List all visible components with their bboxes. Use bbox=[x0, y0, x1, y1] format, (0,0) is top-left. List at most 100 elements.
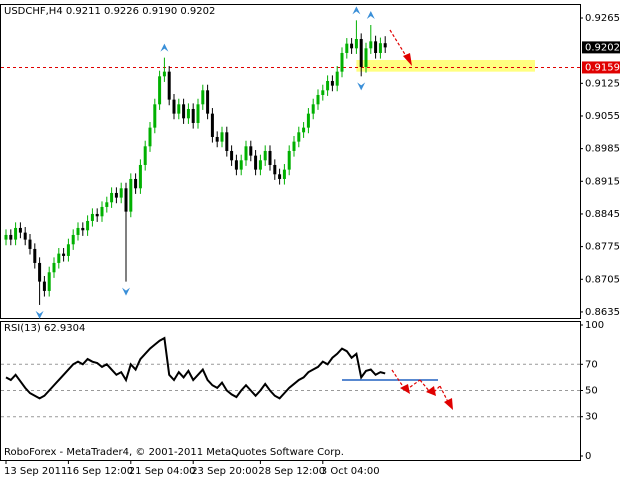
candle-body bbox=[321, 90, 325, 95]
candle-body bbox=[4, 234, 8, 240]
candle-body bbox=[23, 232, 27, 240]
candle-body bbox=[316, 94, 320, 105]
x-tick-label: 16 Sep 12:00 bbox=[66, 466, 133, 477]
candle-body bbox=[90, 213, 94, 221]
candle-body bbox=[153, 104, 157, 128]
candle-body bbox=[100, 206, 104, 217]
candle-body bbox=[249, 146, 253, 156]
current-price-box bbox=[582, 41, 620, 54]
x-tick-label: 23 Sep 20:00 bbox=[191, 466, 258, 477]
y-tick-label: 30 bbox=[585, 412, 598, 423]
candle-body bbox=[62, 253, 66, 256]
rsi-title: RSI(13) 62.9304 bbox=[4, 323, 85, 334]
y-tick-label: 70 bbox=[585, 359, 598, 370]
candle-body bbox=[254, 155, 258, 170]
main-panel bbox=[0, 4, 581, 319]
candle-body bbox=[335, 71, 339, 86]
candle-body bbox=[95, 213, 99, 217]
y-tick-label: 0 bbox=[585, 451, 591, 462]
candle-body bbox=[81, 227, 85, 231]
candle-body bbox=[278, 174, 282, 179]
candle-body bbox=[383, 43, 387, 48]
candle-body bbox=[134, 178, 138, 189]
candle-body bbox=[110, 192, 114, 203]
candle-body bbox=[350, 43, 354, 49]
candle-body bbox=[124, 188, 128, 212]
candle-body bbox=[47, 272, 51, 291]
plot-layer: 0.9265 0.9125 0.9055 0.8985 0.8915 0.8845 0.87… bbox=[1, 6, 620, 477]
candle-body bbox=[378, 43, 382, 53]
candle-body bbox=[191, 108, 195, 123]
candle-body bbox=[14, 227, 18, 240]
candle-body bbox=[210, 113, 214, 137]
candle-body bbox=[148, 127, 152, 147]
candle-body bbox=[18, 227, 22, 233]
candle-body bbox=[52, 262, 56, 273]
candle-body bbox=[239, 160, 243, 170]
fractal-up bbox=[160, 43, 169, 52]
fractal-down bbox=[122, 287, 130, 296]
y-tick-label: 100 bbox=[585, 320, 604, 331]
y-tick-label: 50 bbox=[585, 386, 598, 397]
fractal-up bbox=[352, 6, 361, 15]
candle-body bbox=[297, 132, 301, 142]
candle-body bbox=[33, 248, 37, 263]
candle-body bbox=[306, 113, 310, 128]
candle-body bbox=[340, 52, 344, 72]
candle-body bbox=[119, 188, 123, 198]
candle-body bbox=[215, 136, 219, 142]
candle-body bbox=[71, 234, 75, 245]
candle-body bbox=[172, 99, 176, 114]
arrow-head bbox=[444, 398, 453, 410]
candle-body bbox=[196, 104, 200, 123]
candle-body bbox=[292, 141, 296, 151]
x-tick-label: 13 Sep 2011 bbox=[4, 466, 67, 477]
candle-body bbox=[177, 104, 181, 114]
candle-body bbox=[38, 262, 42, 282]
level-box bbox=[582, 61, 620, 74]
chart-title: USDCHF,H4 0.9211 0.9226 0.9190 0.9202 bbox=[4, 6, 215, 17]
candle-body bbox=[220, 132, 224, 142]
candle-body bbox=[311, 104, 315, 114]
y-tick-label: 0.9125 bbox=[585, 78, 620, 89]
y-tick-label: 0.9055 bbox=[585, 111, 620, 122]
arrow bbox=[439, 385, 449, 403]
candle-body bbox=[182, 104, 186, 119]
candle-body bbox=[364, 48, 368, 67]
y-tick-label: 0.9265 bbox=[585, 13, 620, 24]
candle-body bbox=[105, 202, 109, 207]
candle-body bbox=[42, 281, 46, 291]
candle-body bbox=[143, 146, 147, 165]
candle-body bbox=[234, 160, 238, 170]
candle-body bbox=[244, 146, 248, 161]
fractal-down bbox=[357, 82, 366, 91]
candle-body bbox=[206, 90, 210, 114]
candle-body bbox=[354, 38, 358, 49]
candle-body bbox=[57, 253, 61, 263]
candle-body bbox=[138, 164, 142, 189]
y-tick-label: 0.8915 bbox=[585, 176, 620, 187]
x-tick-label: 28 Sep 12:00 bbox=[258, 466, 325, 477]
fractal-up bbox=[366, 10, 375, 19]
target-zone bbox=[356, 59, 535, 72]
candle-body bbox=[258, 160, 262, 170]
y-tick-label: 0.8705 bbox=[585, 274, 620, 285]
arrow-head bbox=[403, 53, 412, 66]
candle-body bbox=[330, 80, 334, 86]
candle-body bbox=[282, 169, 286, 179]
candle-body bbox=[129, 178, 133, 212]
candle-body bbox=[76, 227, 80, 235]
candle-body bbox=[369, 41, 373, 49]
x-tick-label: 21 Sep 04:00 bbox=[129, 466, 196, 477]
candle-body bbox=[28, 239, 32, 249]
candle-body bbox=[230, 150, 234, 161]
y-tick-label: 0.8845 bbox=[585, 209, 620, 220]
candle-body bbox=[359, 38, 363, 67]
candle-body bbox=[345, 43, 349, 53]
candle-body bbox=[162, 71, 166, 77]
candle-body bbox=[225, 132, 229, 151]
candle-body bbox=[167, 71, 171, 100]
candle-body bbox=[86, 220, 90, 231]
